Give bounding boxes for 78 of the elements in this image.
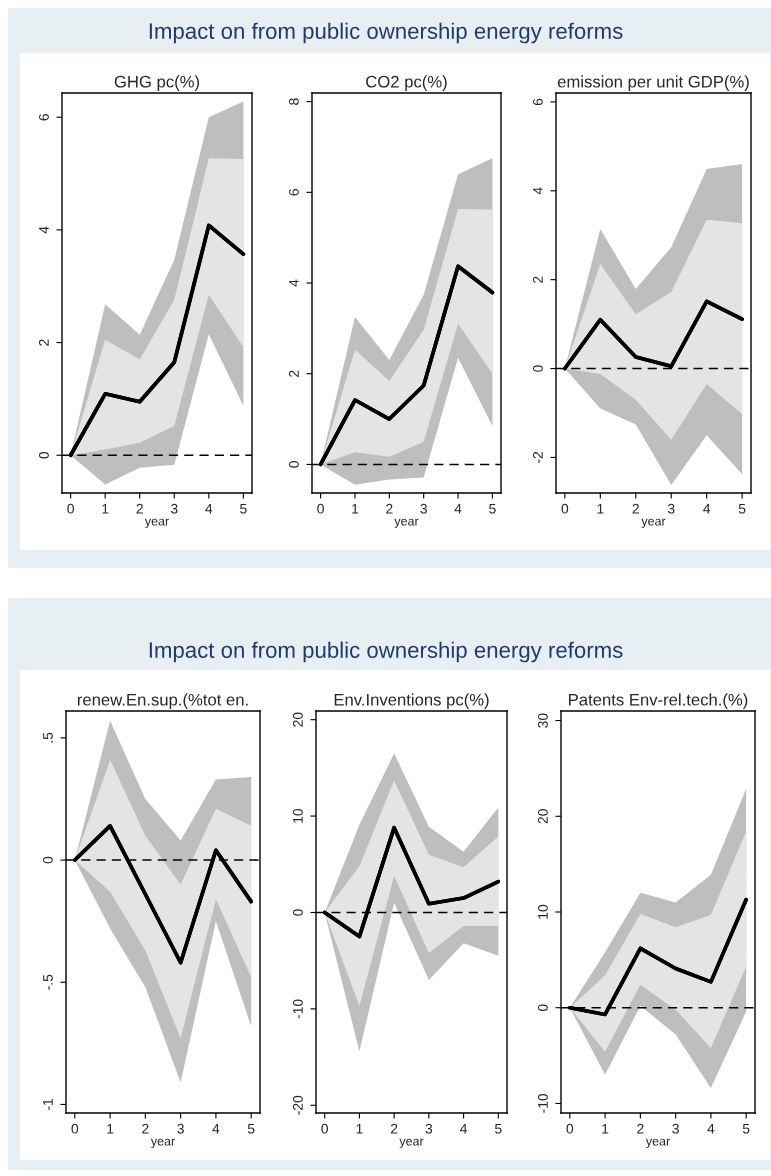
x-tick-label: 4 bbox=[205, 503, 213, 514]
y-tick-label: 2 bbox=[39, 339, 49, 346]
y-tick-label: 0 bbox=[293, 909, 303, 916]
chart-title: CO2 pc(%) bbox=[366, 75, 447, 91]
y-tick-label: -2 bbox=[533, 451, 543, 463]
y-tick-label: -.5 bbox=[43, 974, 53, 990]
x-axis-title: year bbox=[645, 1138, 670, 1149]
text: Impact on from public ownership energy reforms bbox=[149, 641, 623, 663]
x-tick-label: 0 bbox=[321, 1123, 328, 1134]
y-tick-label: 30 bbox=[538, 713, 548, 728]
x-tick-label: 5 bbox=[489, 503, 496, 514]
y-tick-label: -1 bbox=[43, 1098, 53, 1110]
x-axis-title: year bbox=[150, 1138, 175, 1149]
y-tick-label: 6 bbox=[289, 189, 299, 196]
y-tick-label: 4 bbox=[533, 187, 543, 195]
y-tick-label: -10 bbox=[538, 1093, 548, 1113]
y-tick-label: -20 bbox=[293, 1095, 303, 1115]
y-tick-label: 0 bbox=[39, 451, 49, 459]
y-tick-label: 0 bbox=[538, 1004, 548, 1012]
x-tick-label: 2 bbox=[136, 503, 143, 514]
x-tick-label: 1 bbox=[352, 503, 359, 514]
x-tick-label: 0 bbox=[566, 1123, 574, 1134]
x-tick-label: 2 bbox=[632, 503, 639, 514]
y-tick-label: 8 bbox=[289, 98, 299, 105]
x-tick-label: 4 bbox=[460, 1123, 468, 1134]
x-tick-label: 1 bbox=[597, 503, 604, 514]
y-tick-label: 0 bbox=[533, 365, 543, 372]
y-tick-label: 20 bbox=[538, 809, 548, 824]
x-axis-title: year bbox=[394, 518, 419, 529]
y-tick-label: 10 bbox=[293, 808, 303, 823]
x-tick-label: 3 bbox=[425, 1123, 433, 1134]
y-tick-label: .5 bbox=[43, 732, 53, 743]
x-axis-title: year bbox=[144, 518, 169, 529]
y-tick-label: 0 bbox=[289, 461, 299, 468]
text: Impact on from public ownership energy reforms bbox=[149, 22, 623, 44]
x-tick-label: 2 bbox=[637, 1123, 644, 1134]
x-tick-label: 4 bbox=[707, 1123, 715, 1134]
y-tick-label: 10 bbox=[538, 904, 548, 919]
x-tick-label: 5 bbox=[240, 503, 247, 514]
y-tick-label: 20 bbox=[293, 712, 303, 727]
x-tick-label: 0 bbox=[71, 1123, 79, 1134]
x-tick-label: 3 bbox=[672, 1123, 679, 1134]
y-tick-label: -10 bbox=[293, 999, 303, 1019]
y-tick-label: 4 bbox=[289, 279, 299, 287]
y-tick-label: 6 bbox=[39, 113, 49, 121]
y-tick-label: 4 bbox=[39, 226, 49, 234]
x-tick-label: 3 bbox=[667, 503, 675, 514]
x-tick-label: 4 bbox=[703, 503, 711, 514]
x-tick-label: 5 bbox=[738, 503, 746, 514]
x-tick-label: 1 bbox=[602, 1123, 609, 1134]
x-tick-label: 1 bbox=[102, 503, 109, 514]
y-tick-label: 0 bbox=[43, 856, 53, 864]
x-tick-label: 4 bbox=[212, 1123, 220, 1134]
x-tick-label: 5 bbox=[495, 1123, 502, 1134]
x-axis-title: year bbox=[641, 518, 666, 529]
x-tick-label: 3 bbox=[170, 503, 178, 514]
y-tick-label: 2 bbox=[289, 370, 299, 377]
x-tick-label: 3 bbox=[420, 503, 427, 514]
y-tick-label: 6 bbox=[533, 98, 543, 106]
x-tick-label: 5 bbox=[742, 1123, 750, 1134]
x-tick-label: 3 bbox=[177, 1123, 184, 1134]
x-tick-label: 0 bbox=[317, 503, 324, 514]
chart-title: Patents Env-rel.tech.(%) bbox=[569, 693, 748, 709]
x-tick-label: 0 bbox=[67, 503, 74, 514]
chart-title: emission per unit GDP(%) bbox=[557, 75, 749, 91]
chart-title: renew.En.sup.(%tot en. bbox=[77, 693, 248, 709]
x-tick-label: 2 bbox=[390, 1123, 398, 1134]
x-tick-label: 2 bbox=[142, 1123, 149, 1134]
x-tick-label: 4 bbox=[454, 503, 462, 514]
y-tick-label: 2 bbox=[533, 276, 543, 283]
x-tick-label: 1 bbox=[107, 1123, 114, 1134]
x-tick-label: 5 bbox=[247, 1123, 255, 1134]
x-axis-title: year bbox=[399, 1138, 424, 1149]
x-tick-label: 0 bbox=[561, 503, 569, 514]
chart-title: GHG pc(%) bbox=[114, 75, 200, 91]
x-tick-label: 1 bbox=[356, 1123, 363, 1134]
x-tick-label: 2 bbox=[386, 503, 393, 514]
chart-title: Env.Inventions pc(%) bbox=[334, 693, 489, 709]
